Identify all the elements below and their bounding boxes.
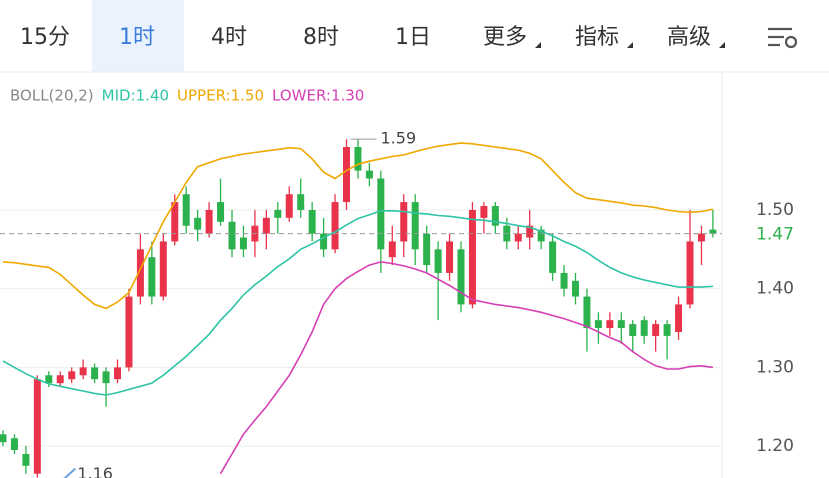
candle-body xyxy=(262,217,270,234)
candle-body xyxy=(308,209,316,234)
candle-body xyxy=(468,209,476,305)
candle-body xyxy=(148,257,156,297)
y-tick-label: 1.30 xyxy=(756,357,794,377)
candle-body xyxy=(114,367,121,380)
candle-body xyxy=(514,233,522,242)
y-tick-label: 1.40 xyxy=(756,279,794,299)
candle-body xyxy=(136,249,144,297)
dropdown-caret xyxy=(535,42,541,48)
dropdown-caret xyxy=(627,42,633,48)
candle-body xyxy=(686,241,694,305)
candle-body xyxy=(629,324,637,336)
candle-body xyxy=(194,217,202,230)
tab[interactable]: 更多 xyxy=(483,25,527,50)
legend-entry: LOWER:1.30 xyxy=(272,87,364,105)
boll-line xyxy=(219,261,714,475)
candle-body xyxy=(217,202,225,222)
candle-body xyxy=(91,367,99,380)
candle-body xyxy=(446,241,454,273)
candle-body xyxy=(354,146,362,171)
candle-body xyxy=(320,233,328,250)
candle-body xyxy=(537,229,545,242)
legend-entry: UPPER:1.50 xyxy=(177,87,264,105)
candle-body xyxy=(56,375,64,384)
y-tick-label: 1.20 xyxy=(756,436,794,456)
candle-body xyxy=(274,209,282,218)
y-tick-label: 1.50 xyxy=(756,200,794,220)
boll-line xyxy=(2,210,713,396)
settings-icon[interactable] xyxy=(768,27,798,49)
candle-body xyxy=(526,225,534,238)
tab[interactable]: 4时 xyxy=(211,25,247,50)
candle-body xyxy=(400,202,408,242)
candle-body xyxy=(572,280,579,297)
candle-body xyxy=(388,241,396,258)
candle-body xyxy=(68,371,76,380)
candle-body xyxy=(102,371,110,384)
candle-body xyxy=(365,170,373,179)
tab[interactable]: 1时 xyxy=(119,25,155,50)
last-price-label: 1.47 xyxy=(756,225,794,245)
candle-body xyxy=(594,320,602,329)
tab[interactable]: 1日 xyxy=(395,25,431,50)
boll-line xyxy=(2,142,714,310)
candle-body xyxy=(45,375,53,384)
candle-body xyxy=(663,324,671,336)
candle-body xyxy=(239,237,247,250)
candle-body xyxy=(33,379,41,474)
candle-body xyxy=(583,296,591,329)
tab[interactable]: 指标 xyxy=(575,25,619,50)
tab-bar: 15分 1时 4时 8时 1日 更多 指标 高级 xyxy=(20,0,725,72)
candle-body xyxy=(491,206,499,226)
candle-body xyxy=(411,202,419,250)
candle-body xyxy=(10,438,18,451)
candle-body xyxy=(640,320,648,336)
dropdown-caret xyxy=(719,42,725,48)
candle-body xyxy=(228,221,236,250)
candle-body xyxy=(79,367,87,376)
candle-body xyxy=(549,241,557,273)
candle-body xyxy=(697,233,705,242)
chart: MID:1.40 UPPER:1.50 LOWER:1.30 1.50 1.40 1.30… xyxy=(0,87,794,478)
min-label: 1.16 xyxy=(77,464,113,478)
candle-body xyxy=(617,320,625,329)
candle-body xyxy=(182,194,190,226)
candle-body xyxy=(171,202,179,242)
candle-body xyxy=(377,178,385,250)
candle-body xyxy=(285,194,293,218)
candle-body xyxy=(331,202,339,250)
candle-body xyxy=(709,229,717,234)
candle-body xyxy=(560,272,568,289)
indicator-label: BOLL(20,2) xyxy=(10,87,94,105)
candle-body xyxy=(423,233,431,266)
candle-body xyxy=(675,304,683,332)
candle-body xyxy=(125,296,133,368)
candle-body xyxy=(480,206,488,218)
tab[interactable]: 8时 xyxy=(303,25,339,50)
candle-body xyxy=(159,241,167,297)
candle-body xyxy=(205,209,213,234)
legend-entry: MID:1.40 xyxy=(102,87,169,105)
candle-body xyxy=(606,320,614,329)
plot-area xyxy=(0,139,717,478)
max-label: 1.59 xyxy=(381,129,417,148)
candle-body xyxy=(343,146,350,203)
candle-body xyxy=(22,453,30,466)
tab[interactable]: 15分 xyxy=(20,25,70,50)
candle-body xyxy=(297,194,305,210)
tab[interactable]: 高级 xyxy=(667,25,711,50)
candle-body xyxy=(0,434,7,443)
candle-body xyxy=(652,324,660,336)
candle-body xyxy=(434,249,442,273)
active-tab-bg xyxy=(92,0,184,72)
candle-body xyxy=(457,249,465,305)
